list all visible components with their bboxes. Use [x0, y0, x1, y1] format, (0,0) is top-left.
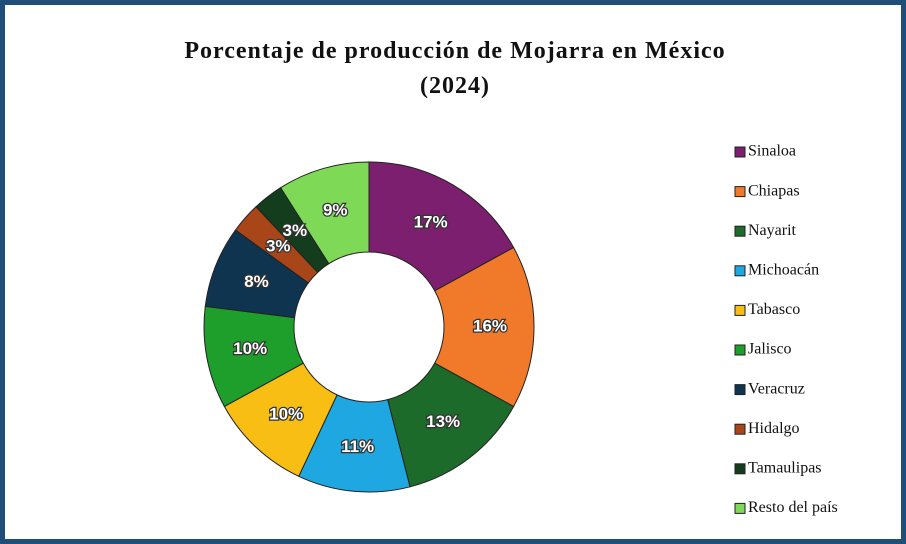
data-label: 3%	[283, 221, 308, 240]
legend-label: Tamaulipas	[748, 459, 822, 476]
data-label: 11%	[341, 437, 374, 456]
legend-label: Chiapas	[748, 182, 800, 199]
data-label: 16%	[473, 316, 507, 335]
legend-swatch	[734, 265, 746, 277]
legend-swatch	[734, 344, 746, 356]
legend-swatch	[734, 225, 746, 237]
legend-label: Michoacán	[748, 261, 819, 278]
legend-label: Veracruz	[748, 380, 805, 397]
legend-label: Sinaloa	[748, 143, 796, 160]
chart-subtitle: (2024)	[420, 73, 490, 99]
legend-label: Nayarit	[748, 222, 797, 239]
data-label: 13%	[426, 412, 460, 431]
legend-label: Resto del país	[748, 499, 838, 516]
legend-swatch	[734, 502, 746, 514]
legend-swatch	[734, 146, 746, 158]
legend-swatch	[734, 423, 746, 435]
data-label: 10%	[269, 405, 303, 424]
legend-swatch	[734, 186, 746, 198]
data-label: 17%	[414, 212, 448, 231]
legend-swatch	[734, 304, 746, 316]
data-label: 9%	[323, 200, 348, 219]
legend-swatch	[734, 384, 746, 396]
data-label: 3%	[266, 236, 291, 255]
legend-swatch	[734, 463, 746, 475]
donut-slice	[368, 161, 515, 292]
data-label: 8%	[244, 272, 269, 291]
donut-slice	[434, 246, 535, 408]
chart-title: Porcentaje de producción de Mojarra en M…	[184, 38, 725, 64]
legend-label: Jalisco	[748, 341, 792, 358]
data-label: 10%	[233, 339, 267, 358]
legend-label: Hidalgo	[748, 420, 800, 437]
legend-label: Tabasco	[748, 301, 800, 318]
donut-slice	[279, 161, 370, 265]
